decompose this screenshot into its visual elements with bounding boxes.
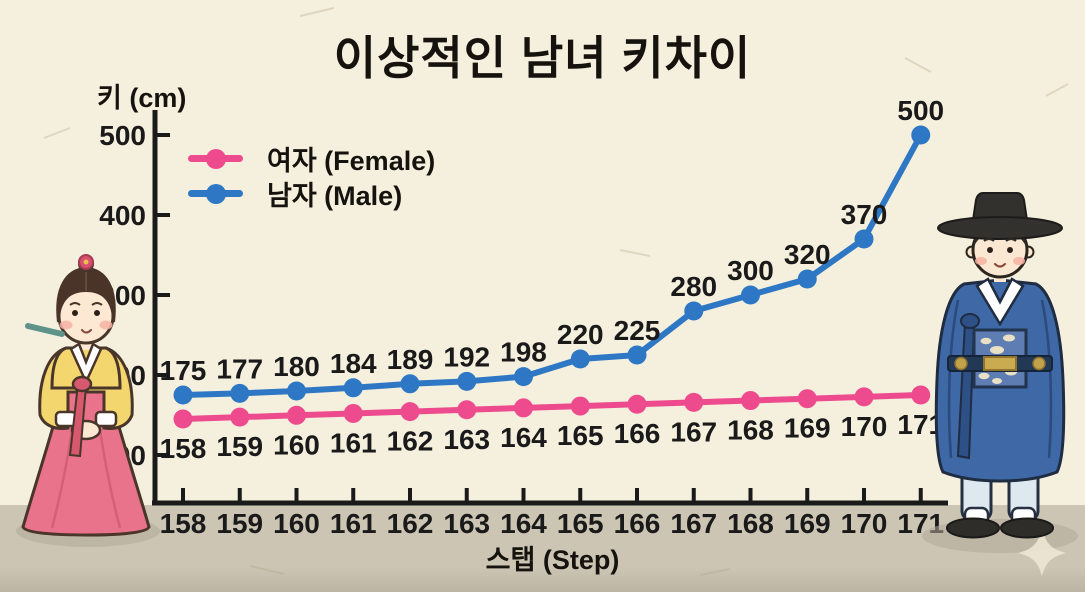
svg-text:166: 166 <box>614 418 661 449</box>
female-eyebrows <box>69 302 103 306</box>
female-ribbon-knot <box>71 375 93 393</box>
male-shoe-right <box>1000 517 1054 539</box>
svg-text:198: 198 <box>500 337 547 368</box>
svg-text:159: 159 <box>216 508 263 539</box>
chart-title: 이상적인 남녀 키차이 <box>333 32 752 84</box>
chart-legend: 여자 (Female) 남자 (Male) <box>188 141 435 211</box>
male-blush-right <box>1013 257 1025 265</box>
svg-text:167: 167 <box>670 508 717 539</box>
male-sleeve-folds <box>947 299 1053 459</box>
svg-text:159: 159 <box>216 431 263 462</box>
female-hair <box>56 266 116 323</box>
svg-text:400: 400 <box>99 200 146 231</box>
svg-text:160: 160 <box>273 508 320 539</box>
svg-text:163: 163 <box>443 508 490 539</box>
svg-text:163: 163 <box>443 424 490 455</box>
svg-text:170: 170 <box>841 411 888 442</box>
svg-text:167: 167 <box>670 416 717 447</box>
svg-text:165: 165 <box>557 420 604 451</box>
male-mouth <box>993 262 1007 268</box>
svg-text:166: 166 <box>614 508 661 539</box>
svg-text:164: 164 <box>500 422 547 453</box>
male-blush-left <box>975 257 987 265</box>
female-skirt-folds <box>50 429 122 529</box>
svg-text:280: 280 <box>670 271 717 302</box>
svg-text:177: 177 <box>216 353 263 384</box>
svg-text:158: 158 <box>160 433 207 464</box>
svg-text:170: 170 <box>841 508 888 539</box>
svg-text:165: 165 <box>557 508 604 539</box>
paper-texture <box>43 7 1069 576</box>
svg-text:184: 184 <box>330 348 377 379</box>
x-axis-label: 스탭 (Step) <box>485 545 620 575</box>
female-mouth <box>80 328 93 334</box>
female-eye-left <box>72 310 78 316</box>
svg-text:161: 161 <box>330 427 377 458</box>
svg-text:160: 160 <box>273 429 320 460</box>
svg-text:500: 500 <box>897 95 944 126</box>
male-eyebrows <box>983 238 1017 242</box>
female-eye-right <box>94 310 100 316</box>
svg-text:161: 161 <box>330 508 377 539</box>
male-eye-left <box>987 247 993 253</box>
svg-text:162: 162 <box>387 508 434 539</box>
male-series-swatch-icon <box>188 183 243 204</box>
male-belt-ornament-right <box>1032 356 1046 371</box>
female-character-illustration <box>16 254 160 547</box>
legend-item-male: 남자 (Male) <box>188 176 435 211</box>
male-character-illustration <box>922 192 1078 576</box>
male-eye-right <box>1007 247 1013 253</box>
legend-label-male: 남자 (Male) <box>267 181 403 211</box>
male-gat-brim <box>937 216 1063 240</box>
svg-text:168: 168 <box>727 508 774 539</box>
male-shoe-left <box>946 517 1000 539</box>
svg-text:370: 370 <box>841 199 888 230</box>
male-belt-buckle <box>983 356 1017 371</box>
female-cuff-right <box>94 410 118 428</box>
male-collar <box>975 277 1025 327</box>
female-blush-left <box>59 320 73 330</box>
svg-text:158: 158 <box>160 508 207 539</box>
male-belt-ornament-left <box>954 356 968 371</box>
floor-band <box>0 505 1085 592</box>
svg-text:169: 169 <box>784 413 831 444</box>
female-flower-pin-center <box>83 259 89 265</box>
female-binyeo-icon <box>25 323 65 337</box>
svg-text:225: 225 <box>614 315 661 346</box>
svg-text:192: 192 <box>443 341 490 372</box>
svg-text:300: 300 <box>727 255 774 286</box>
svg-text:175: 175 <box>160 355 207 386</box>
svg-text:168: 168 <box>727 415 774 446</box>
svg-text:169: 169 <box>784 508 831 539</box>
y-axis-label: 키 (cm) <box>97 83 187 113</box>
svg-text:189: 189 <box>387 344 434 375</box>
svg-text:500: 500 <box>99 120 146 151</box>
male-sash-knot <box>960 313 980 329</box>
svg-text:220: 220 <box>557 319 604 350</box>
legend-label-female: 여자 (Female) <box>267 146 436 176</box>
sparkle-icon <box>1018 528 1066 576</box>
svg-text:320: 320 <box>784 239 831 270</box>
svg-text:164: 164 <box>500 508 547 539</box>
legend-item-female: 여자 (Female) <box>188 141 435 176</box>
svg-text:162: 162 <box>387 426 434 457</box>
female-blush-right <box>99 320 113 330</box>
female-series-swatch-icon <box>188 148 243 169</box>
svg-text:180: 180 <box>273 351 320 382</box>
